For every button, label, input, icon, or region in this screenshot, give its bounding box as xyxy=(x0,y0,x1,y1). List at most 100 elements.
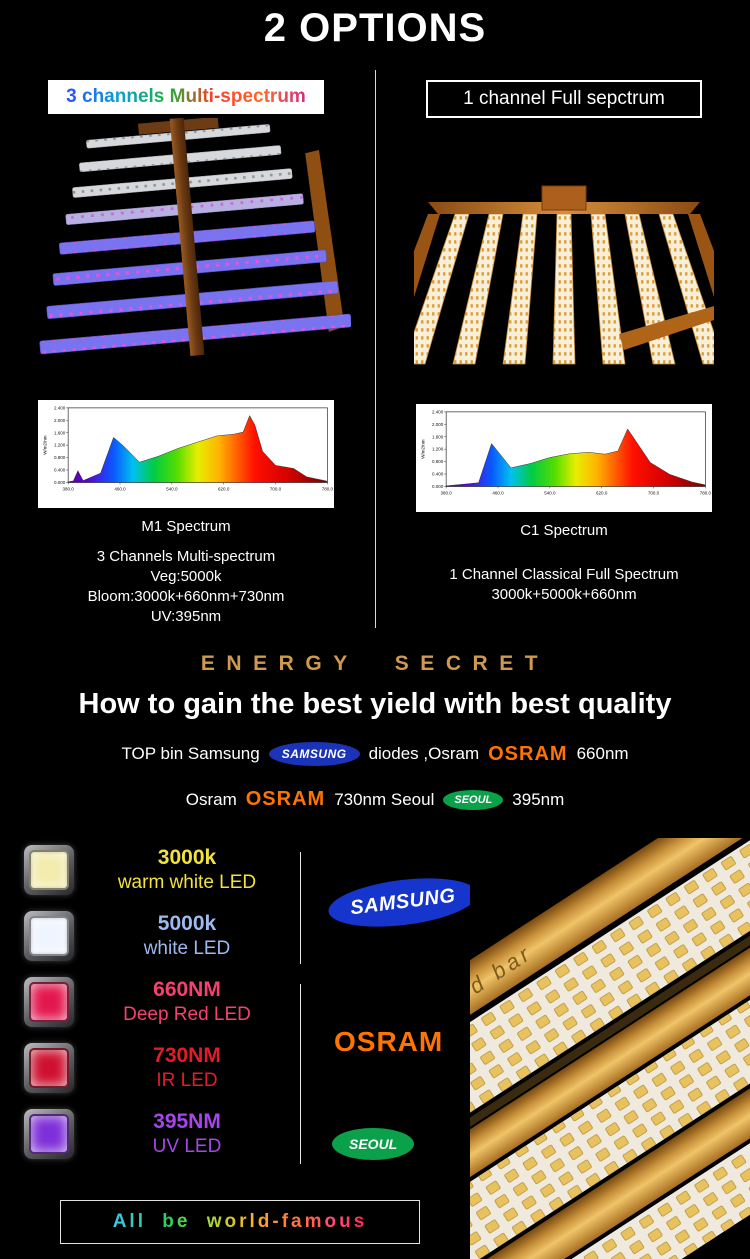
led-section-divider xyxy=(300,984,301,1164)
led-row: 395NM UV LED xyxy=(24,1109,300,1159)
svg-text:780.0: 780.0 xyxy=(700,490,712,495)
svg-text:2.000: 2.000 xyxy=(54,418,66,423)
option-left-description: 3 Channels Multi-spectrum Veg:5000k Bloo… xyxy=(0,547,372,627)
c1-spectrum-chart: 0.000 0.400 0.800 1.200 1.600 2.000 2.400 380.0… xyxy=(416,404,712,512)
svg-text:380.0: 380.0 xyxy=(63,486,75,491)
svg-text:620.0: 620.0 xyxy=(218,486,230,491)
desc-line: Veg:5000k xyxy=(150,568,222,585)
option-right-description: 1 Channel Classical Full Spectrum 3000k+… xyxy=(378,565,750,605)
svg-text:1.600: 1.600 xyxy=(54,430,66,435)
desc-line: 3 Channels Multi-spectrum xyxy=(96,548,276,565)
led-label: 3000k warm white LED xyxy=(74,846,300,894)
samsung-logo: SAMSUNG xyxy=(268,742,360,766)
led-desc: warm white LED xyxy=(117,872,257,893)
led-name: 730NM xyxy=(153,1044,221,1067)
desc-line: UV:395nm xyxy=(150,608,222,625)
svg-text:460.0: 460.0 xyxy=(492,490,504,495)
svg-text:0.800: 0.800 xyxy=(432,459,444,464)
svg-text:540.0: 540.0 xyxy=(544,490,556,495)
headline: How to gain the best yield with best qua… xyxy=(78,688,672,720)
led-desc: Deep Red LED xyxy=(123,1004,251,1025)
led-desc: UV LED xyxy=(152,1136,222,1157)
led-chip-image xyxy=(24,911,74,961)
osram-logo: OSRAM xyxy=(488,742,568,765)
led-desc: white LED xyxy=(143,938,231,959)
led-chip-image xyxy=(24,845,74,895)
gold-bar-closeup-image: Gold bar xyxy=(470,838,750,1259)
svg-text:0.400: 0.400 xyxy=(432,472,444,477)
svg-text:540.0: 540.0 xyxy=(166,486,178,491)
led-list: 3000k warm white LED 5000k white LED 660NM De… xyxy=(24,845,300,1175)
led-chip-image xyxy=(24,1043,74,1093)
svg-text:2.000: 2.000 xyxy=(432,422,444,427)
svg-text:460.0: 460.0 xyxy=(114,486,126,491)
full-spectrum-fixture-image xyxy=(414,185,714,365)
svg-text:W/m2/nm: W/m2/nm xyxy=(43,435,48,455)
option-left-header-label: 3 channels Multi-spectrum xyxy=(66,86,306,107)
led-chip-image xyxy=(24,1109,74,1159)
svg-text:0.800: 0.800 xyxy=(54,455,66,460)
column-divider xyxy=(375,70,376,628)
page-title: 2 OPTIONS xyxy=(263,6,487,50)
led-label: 730NM IR LED xyxy=(74,1044,300,1092)
svg-text:1.200: 1.200 xyxy=(432,447,444,452)
led-label: 660NM Deep Red LED xyxy=(74,978,300,1026)
led-row: 660NM Deep Red LED xyxy=(24,977,300,1027)
svg-text:380.0: 380.0 xyxy=(441,490,453,495)
led-name: 395NM xyxy=(153,1110,221,1133)
footer-banner: All be world-famous xyxy=(60,1200,420,1244)
desc-line: Bloom:3000k+660nm+730nm xyxy=(87,588,285,605)
option-right-header-label: 1 channel Full sepctrum xyxy=(463,88,665,109)
svg-text:1.200: 1.200 xyxy=(54,443,66,448)
led-label: 395NM UV LED xyxy=(74,1110,300,1158)
led-row: 3000k warm white LED xyxy=(24,845,300,895)
svg-text:0.000: 0.000 xyxy=(432,484,444,489)
multi-spectrum-fixture-image xyxy=(39,118,351,357)
diode-text: diodes ,Osram xyxy=(368,744,480,763)
desc-line: 3000k+5000k+660nm xyxy=(491,586,637,603)
diode-brand-line-1: TOP bin Samsung SAMSUNG diodes ,Osram OS… xyxy=(0,742,750,766)
led-name: 660NM xyxy=(153,978,221,1001)
diode-text: 730nm Seoul xyxy=(334,789,435,809)
svg-text:700.0: 700.0 xyxy=(270,486,282,491)
svg-text:W/m2/nm: W/m2/nm xyxy=(421,439,426,459)
led-name: 3000k xyxy=(157,846,217,869)
gold-bar-photo: Gold bar xyxy=(470,838,750,1259)
desc-line: 1 Channel Classical Full Spectrum xyxy=(449,566,679,583)
svg-text:780.0: 780.0 xyxy=(322,486,334,491)
samsung-logo-large: SAMSUNG xyxy=(325,871,480,934)
svg-text:0.400: 0.400 xyxy=(54,468,66,473)
seoul-logo: SEOUL xyxy=(443,789,504,810)
svg-text:2.400: 2.400 xyxy=(432,409,444,414)
led-row: 5000k white LED xyxy=(24,911,300,961)
osram-logo: OSRAM xyxy=(245,788,326,810)
m1-chart-caption: M1 Spectrum xyxy=(141,518,231,535)
led-chip-image xyxy=(24,977,74,1027)
diode-text: TOP bin Samsung xyxy=(121,744,260,763)
option-left: 3 channels Multi-spectrum xyxy=(0,70,372,627)
osram-logo-large: OSRAM xyxy=(334,1026,444,1057)
led-row: 730NM IR LED xyxy=(24,1043,300,1093)
option-right-header: 1 channel Full sepctrum xyxy=(426,80,702,118)
diode-brand-line-2: Osram OSRAM 730nm Seoul SEOUL 395nm xyxy=(0,788,750,811)
diode-text: Osram xyxy=(185,789,237,809)
diode-text: 660nm xyxy=(576,744,629,763)
option-right: 1 channel Full sepctrum xyxy=(378,70,750,605)
led-label: 5000k white LED xyxy=(74,912,300,960)
led-name: 5000k xyxy=(157,912,217,935)
svg-text:1.600: 1.600 xyxy=(432,434,444,439)
svg-text:0.000: 0.000 xyxy=(54,480,66,485)
c1-chart-caption: C1 Spectrum xyxy=(520,522,608,539)
energy-secret-heading: ENERGY SECRET xyxy=(200,652,550,675)
svg-text:700.0: 700.0 xyxy=(648,490,660,495)
led-desc: IR LED xyxy=(156,1070,218,1091)
footer-text: All be world-famous xyxy=(112,1211,368,1232)
svg-text:2.400: 2.400 xyxy=(54,405,66,410)
diode-text: 395nm xyxy=(512,789,565,809)
seoul-logo-large: SEOUL xyxy=(332,1128,415,1160)
led-section-divider xyxy=(300,852,301,964)
svg-text:620.0: 620.0 xyxy=(596,490,608,495)
option-left-header: 3 channels Multi-spectrum xyxy=(48,80,324,114)
m1-spectrum-chart: 0.000 0.400 0.800 1.200 1.600 2.000 2.400 380.0… xyxy=(38,400,334,508)
